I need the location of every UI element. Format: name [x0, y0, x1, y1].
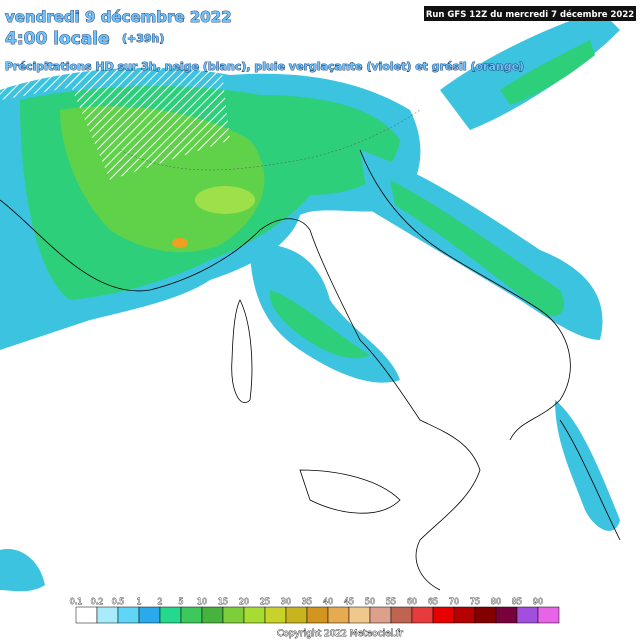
- legend-swatch: [495, 606, 518, 624]
- legend-swatch: [348, 606, 371, 624]
- rain-area: [269, 290, 370, 359]
- legend: 0.1 0.2 0.5 1 2 5 10 15 20 25 30 35 40 45 50 55 60 65 70 75…: [69, 597, 560, 624]
- island: [299, 469, 401, 514]
- legend-label: 85: [512, 597, 522, 606]
- precipitation: [0, 10, 620, 592]
- offset: (+39h): [122, 32, 164, 45]
- legend-swatch: [411, 606, 434, 624]
- legend-label: 65: [428, 597, 438, 606]
- legend-swatch: [75, 606, 98, 624]
- legend-label: 75: [470, 597, 480, 606]
- legend-swatch: [453, 606, 476, 624]
- legend-swatch: [264, 606, 287, 624]
- rain-area: [555, 400, 620, 531]
- snow-area: [60, 55, 230, 180]
- legend-label: 35: [302, 597, 312, 606]
- legend-swatch: [474, 606, 497, 624]
- run-box: [424, 6, 636, 21]
- rain-area: [0, 549, 45, 592]
- legend-swatch: [243, 606, 266, 624]
- time: 4:00 locale: [5, 29, 110, 49]
- coastlines: [0, 109, 621, 591]
- rain-area: [250, 244, 400, 383]
- legend-label: 70: [449, 597, 459, 606]
- legend-label: 5: [178, 597, 183, 606]
- legend-swatch: [285, 606, 308, 624]
- subtitle: Précipitations HD sur 3h, neige (blanc),…: [5, 60, 524, 73]
- legend-swatch: [222, 606, 245, 624]
- rain-area: [195, 186, 255, 214]
- run-info: Run GFS 12Z du mercredi 7 décembre 2022: [426, 9, 634, 20]
- legend-swatch: [159, 606, 182, 624]
- legend-swatch: [201, 606, 224, 624]
- coastline: [0, 199, 481, 591]
- legend-label: 90: [533, 597, 543, 606]
- legend-swatch: [432, 606, 455, 624]
- legend-label: 0.1: [70, 597, 83, 606]
- legend-swatch: [369, 606, 392, 624]
- legend-label: 30: [281, 597, 291, 606]
- legend-label: 55: [386, 597, 396, 606]
- rain-area: [500, 40, 595, 105]
- copyright: Copyright 2022 Meteociel.fr: [277, 629, 403, 639]
- legend-label: 20: [239, 597, 249, 606]
- legend-swatch: [306, 606, 329, 624]
- coastline: [559, 419, 621, 541]
- legend-swatch: [390, 606, 413, 624]
- legend-label: 45: [344, 597, 354, 606]
- snow-area: [0, 30, 230, 100]
- legend-swatch: [138, 606, 161, 624]
- legend-label: 10: [197, 597, 207, 606]
- rain-area: [172, 238, 188, 248]
- legend-swatch: [327, 606, 350, 624]
- legend-label: 40: [323, 597, 333, 606]
- island: [231, 299, 253, 403]
- legend-swatch: [537, 606, 560, 624]
- legend-label: 80: [491, 597, 501, 606]
- legend-swatch: [516, 606, 539, 624]
- legend-swatch: [180, 606, 203, 624]
- rain-area: [390, 180, 565, 317]
- legend-swatch: [117, 606, 140, 624]
- legend-swatch: [96, 606, 119, 624]
- legend-label: 1: [136, 597, 141, 606]
- legend-label: 50: [365, 597, 375, 606]
- legend-label: 2: [157, 597, 162, 606]
- legend-label: 25: [260, 597, 270, 606]
- legend-label: 15: [218, 597, 228, 606]
- coastline: [359, 149, 571, 441]
- legend-label: 60: [407, 597, 417, 606]
- legend-label: 0.5: [112, 597, 125, 606]
- date: vendredi 9 décembre 2022: [5, 8, 232, 26]
- rain-area: [440, 10, 620, 130]
- legend-label: 0.2: [91, 597, 104, 606]
